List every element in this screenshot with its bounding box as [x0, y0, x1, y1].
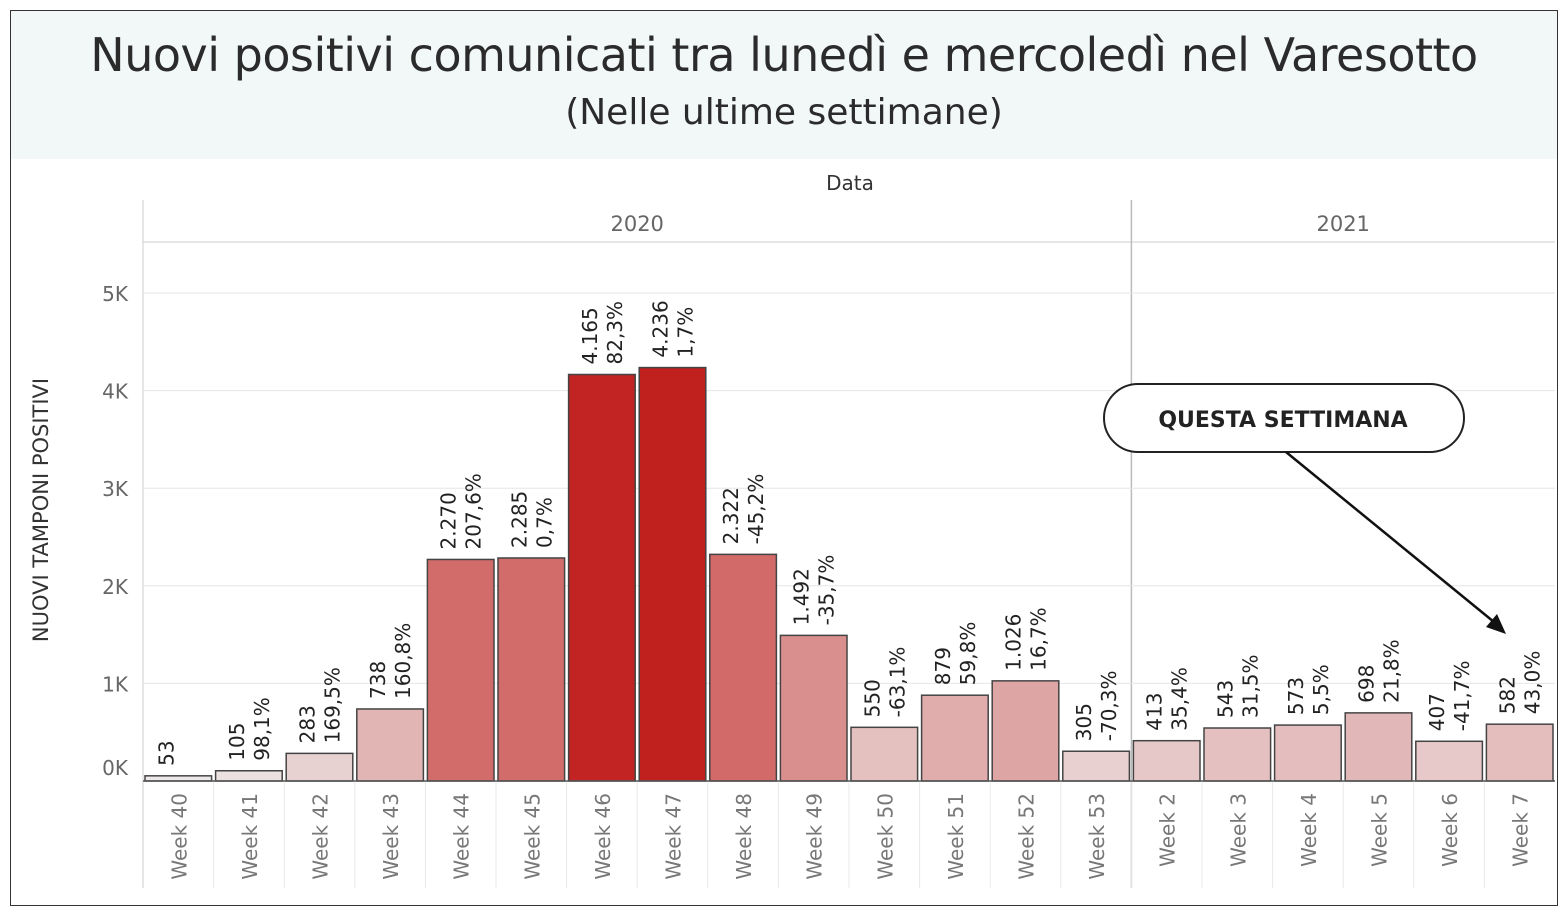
pct-change-label: 43,0% [1521, 651, 1545, 715]
annotation-text: QUESTA SETTIMANA [1158, 408, 1407, 433]
value-label: 2.270 [437, 492, 461, 549]
pct-change-label: -35,7% [815, 555, 839, 626]
annotation-arrow-line [1285, 451, 1495, 623]
value-label: 283 [296, 705, 320, 743]
pct-change-label: 59,8% [956, 622, 980, 686]
y-tick-label: 5K [102, 282, 129, 306]
value-label: 550 [860, 679, 884, 717]
x-tick-label: Week 51 [944, 793, 968, 880]
bar-week-41 [214, 770, 283, 782]
x-tick-label: Week 53 [1085, 793, 1109, 880]
bar-week-53 [1062, 750, 1131, 782]
value-label: 4.165 [578, 307, 602, 364]
bar-week-3 [1203, 727, 1272, 782]
bar-week-43 [356, 708, 425, 782]
value-label: 2.322 [719, 487, 743, 544]
bar-week-48 [709, 553, 778, 782]
x-tick-label: Week 44 [450, 793, 474, 880]
x-tick-label: Week 47 [662, 793, 686, 880]
top-axis-title: Data [826, 171, 874, 195]
x-tick-label: Week 2 [1156, 793, 1180, 867]
value-label: 738 [366, 661, 390, 699]
value-label: 573 [1284, 677, 1308, 715]
y-tick-label: 4K [102, 380, 129, 404]
y-tick-label: 2K [102, 575, 129, 599]
value-label: 543 [1213, 680, 1237, 718]
pct-change-label: 160,8% [391, 623, 415, 699]
bar-week-45 [497, 557, 566, 782]
x-tick-label: Week 48 [732, 793, 756, 880]
x-tick-label: Week 50 [873, 793, 897, 880]
pct-change-label: 35,4% [1168, 667, 1192, 731]
value-label: 305 [1072, 703, 1096, 741]
bar-week-46 [567, 373, 636, 782]
bar-week-42 [285, 752, 354, 782]
bar-week-44 [426, 558, 495, 782]
y-tick-label: 0K [102, 756, 129, 780]
x-tick-label: Week 40 [167, 793, 191, 880]
bar-week-5 [1344, 712, 1413, 782]
value-label: 407 [1425, 693, 1449, 731]
pct-change-label: -45,2% [744, 474, 768, 545]
pct-change-label: 98,1% [250, 697, 274, 761]
value-label: 1.492 [790, 568, 814, 625]
annotation-arrow-head [1486, 614, 1506, 634]
x-tick-label: Week 52 [1015, 793, 1039, 880]
value-label: 4.236 [649, 300, 673, 357]
bar-week-40 [144, 775, 213, 782]
pct-change-label: 31,5% [1238, 654, 1262, 718]
chart-title: Nuovi positivi comunicati tra lunedì e m… [90, 28, 1478, 82]
pct-change-label: 1,7% [674, 307, 698, 358]
x-tick-label: Week 41 [238, 793, 262, 880]
y-tick-label: 3K [102, 477, 129, 501]
year-label-2020: 2020 [610, 212, 663, 236]
pct-change-label: 5,5% [1309, 664, 1333, 715]
bar-week-50 [850, 726, 919, 782]
y-tick-label: 1K [102, 672, 129, 696]
x-tick-label: Week 7 [1509, 793, 1533, 867]
value-label: 879 [931, 647, 955, 685]
title-band [11, 11, 1557, 159]
value-label: 1.026 [1002, 614, 1026, 671]
pct-change-label: 82,3% [603, 301, 627, 365]
value-label: 105 [225, 723, 249, 761]
x-tick-label: Week 42 [309, 793, 333, 880]
value-label: 698 [1355, 665, 1379, 703]
bar-week-6 [1415, 740, 1484, 782]
pct-change-label: -41,7% [1450, 661, 1474, 732]
pct-change-label: -63,1% [885, 647, 909, 718]
pct-change-label: 0,7% [532, 497, 556, 548]
pct-change-label: 169,5% [321, 667, 345, 743]
bar-week-51 [920, 694, 989, 782]
value-label: 413 [1143, 693, 1167, 731]
x-tick-label: Week 49 [803, 793, 827, 880]
year-label-2021: 2021 [1316, 212, 1369, 236]
bar-week-47 [638, 366, 707, 782]
bar-week-2 [1132, 739, 1201, 782]
value-label: 2.285 [507, 491, 531, 548]
x-tick-label: Week 5 [1368, 793, 1392, 867]
x-tick-label: Week 6 [1438, 793, 1462, 867]
bar-week-4 [1273, 724, 1342, 782]
bar-week-49 [779, 634, 848, 782]
x-tick-label: Week 3 [1226, 793, 1250, 867]
x-tick-label: Week 45 [520, 793, 544, 880]
pct-change-label: 207,6% [462, 473, 486, 549]
y-axis-label: NUOVI TAMPONI POSITIVI [29, 378, 53, 642]
annotation-callout [1103, 383, 1465, 453]
bar-week-52 [991, 680, 1060, 782]
pct-change-label: 21,8% [1380, 639, 1404, 703]
chart-subtitle: (Nelle ultime settimane) [565, 92, 1003, 133]
pct-change-label: 16,7% [1027, 607, 1051, 671]
pct-change-label: -70,3% [1097, 670, 1121, 741]
value-label: 582 [1496, 676, 1520, 714]
x-tick-label: Week 46 [591, 793, 615, 880]
bar-week-7 [1485, 723, 1554, 782]
x-tick-label: Week 4 [1297, 793, 1321, 867]
value-label: 53 [154, 740, 178, 765]
x-tick-label: Week 43 [379, 793, 403, 880]
